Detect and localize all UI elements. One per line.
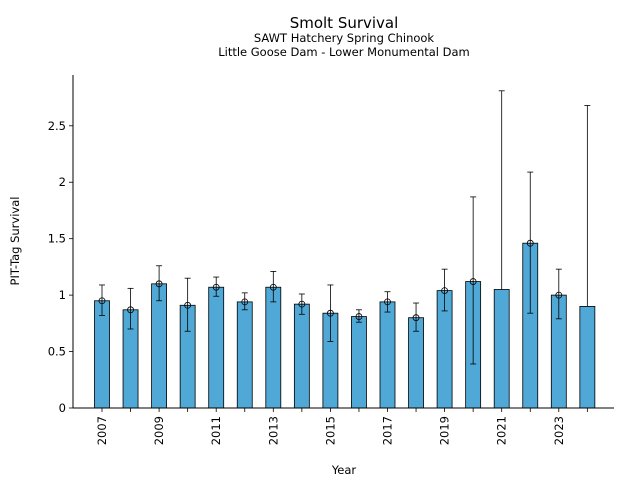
x-tick-label: 2015 <box>323 416 337 445</box>
error-bar-2019 <box>441 268 448 312</box>
error-bar-2015 <box>327 284 334 342</box>
point-marker-2019 <box>441 287 449 295</box>
point-marker-2014 <box>298 300 306 308</box>
bar-2014 <box>293 303 310 409</box>
x-tick-label: 2009 <box>152 416 166 445</box>
chart-subtitle-line-2: Little Goose Dam - Lower Monumental Dam <box>218 45 470 59</box>
x-tick-label: 2017 <box>381 416 395 445</box>
y-tick-label: 1 <box>59 288 66 302</box>
point-marker-2013 <box>269 283 277 291</box>
x-tick-label: 2013 <box>266 416 280 445</box>
y-tick-label: 0 <box>59 401 66 415</box>
error-bar-2012 <box>241 292 248 311</box>
point-marker-2017 <box>384 298 391 306</box>
point-marker-2008 <box>127 306 134 314</box>
point-marker-2007 <box>98 297 106 305</box>
y-axis-label: PIT-Tag Survival <box>8 197 22 286</box>
point-marker-2011 <box>212 283 220 291</box>
error-bar-2009 <box>156 265 163 302</box>
point-marker-2009 <box>155 280 163 288</box>
error-bar-2021 <box>498 90 505 290</box>
bar-2021 <box>493 289 510 409</box>
point-marker-2018 <box>412 314 420 322</box>
bar-2009 <box>151 283 168 409</box>
error-bar-2013 <box>270 271 277 303</box>
bar-2013 <box>265 286 282 409</box>
y-tick-label: 2.5 <box>48 119 66 133</box>
point-marker-2012 <box>241 298 249 306</box>
x-axis-label: Year <box>331 463 357 477</box>
point-marker-2020 <box>469 278 477 285</box>
x-tick-label: 2021 <box>495 416 509 445</box>
bar-2017 <box>379 301 396 409</box>
point-marker-2023 <box>555 291 563 299</box>
bars-group <box>94 242 596 409</box>
error-bar-2024 <box>584 105 591 307</box>
point-marker-2015 <box>326 309 334 317</box>
chart-title: Smolt Survival <box>290 14 399 32</box>
error-bar-2017 <box>384 291 391 313</box>
chart-subtitle-line-1: SAWT Hatchery Spring Chinook <box>254 31 435 45</box>
error-bar-2014 <box>298 293 305 315</box>
x-tick-label: 2023 <box>552 416 566 445</box>
y-tick-label: 2 <box>59 175 66 189</box>
x-ticks: 2007 2009 2011 2013 2015 2017 2019 2021 2023 <box>95 408 588 445</box>
x-tick-label: 2019 <box>438 416 452 445</box>
x-tick-label: 2011 <box>209 416 223 445</box>
errorbars-group <box>98 90 591 365</box>
y-ticks: 0 0.5 1 1.5 2 2.5 <box>48 119 73 415</box>
error-bar-2010 <box>184 277 191 332</box>
y-tick-label: 0.5 <box>48 345 66 359</box>
point-marker-2016 <box>355 313 363 320</box>
error-bar-2016 <box>355 309 362 323</box>
error-bar-2020 <box>470 196 477 365</box>
error-bar-2011 <box>213 276 220 297</box>
point-marker-2010 <box>184 301 192 309</box>
bar-2016 <box>351 316 367 409</box>
error-bar-2018 <box>413 302 420 332</box>
x-tick-label: 2007 <box>95 416 109 445</box>
bar-2012 <box>236 301 253 409</box>
point-marker-2022 <box>526 239 534 247</box>
bar-2024 <box>579 306 596 409</box>
y-tick-label: 1.5 <box>48 232 66 246</box>
bar-2011 <box>208 286 225 409</box>
error-bar-2023 <box>555 268 562 320</box>
error-bar-2007 <box>99 284 105 316</box>
bar-2007 <box>94 300 110 409</box>
error-bar-2022 <box>527 171 534 314</box>
error-bar-2008 <box>127 287 134 330</box>
